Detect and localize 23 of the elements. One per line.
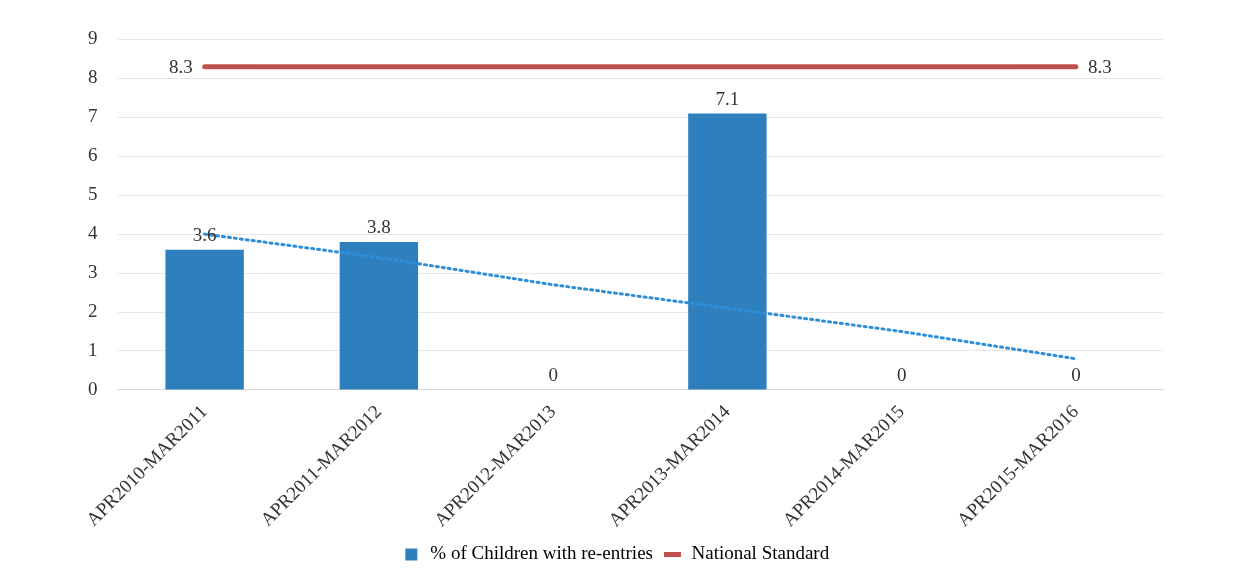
y-tick-label: 3 (88, 261, 98, 283)
bar (339, 241, 419, 390)
bar (688, 113, 767, 390)
y-tick-label: 4 (88, 222, 98, 244)
y-tick-label: 2 (88, 300, 98, 322)
legend-label: % of Children with re-entries (430, 542, 653, 564)
y-tick-label: 9 (88, 27, 98, 49)
data-label: 3.8 (367, 216, 391, 238)
y-tick-label: 8 (88, 66, 98, 88)
bar (165, 249, 244, 390)
y-tick-label: 0 (88, 377, 98, 399)
data-label: 3.6 (192, 224, 217, 246)
data-label: 0 (896, 364, 907, 386)
y-tick-label: 6 (88, 144, 98, 166)
y-tick-label: 7 (88, 105, 98, 127)
y-tick-label: 1 (88, 338, 98, 360)
data-label: 8.3 (168, 55, 193, 77)
data-label: 0 (1071, 364, 1081, 386)
legend-label: National Standard (691, 542, 830, 564)
data-label: 0 (548, 364, 558, 386)
y-tick-label: 5 (88, 183, 98, 205)
data-label: 7.1 (715, 87, 740, 109)
data-label: 8.3 (1087, 55, 1112, 77)
